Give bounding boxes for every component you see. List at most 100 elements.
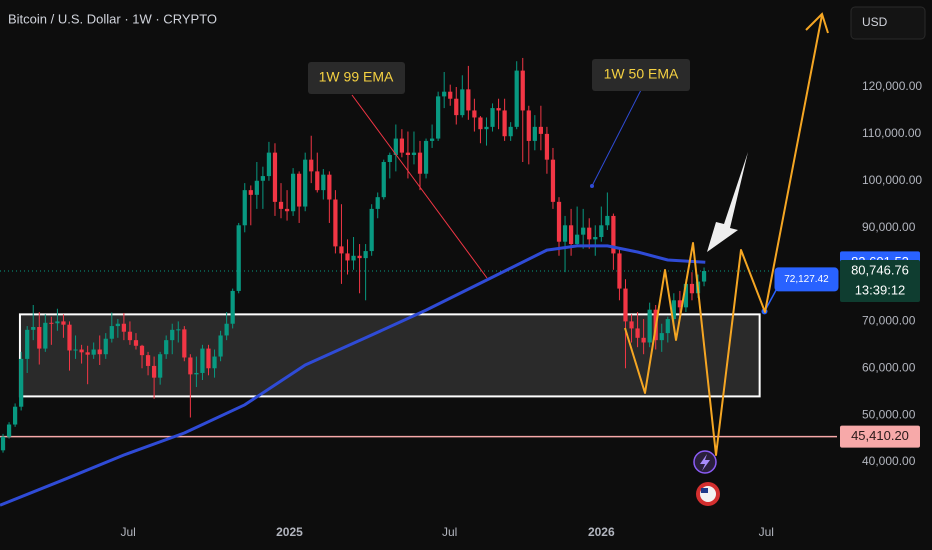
candle-body — [339, 246, 344, 254]
candle-body — [484, 126, 489, 130]
candle-body — [393, 138, 398, 155]
candle-body — [121, 323, 127, 332]
candle-body — [689, 283, 695, 294]
candle-body — [315, 171, 320, 191]
y-tick-label: 100,000.00 — [862, 173, 922, 187]
candle-body — [6, 424, 12, 437]
candle-body — [97, 349, 102, 355]
candle-body — [79, 349, 84, 353]
candle-body — [460, 89, 465, 116]
candle-body — [309, 159, 314, 172]
level-price-tag — [840, 425, 920, 448]
projection-path — [624, 14, 823, 456]
candle-body — [158, 354, 163, 378]
candle-body — [532, 126, 537, 141]
candle-body — [139, 345, 145, 356]
candle-body — [164, 340, 169, 355]
candle-body — [683, 283, 689, 308]
candle-body — [496, 108, 501, 111]
candle-body — [381, 162, 386, 198]
candle-body — [170, 329, 175, 341]
candle-body — [478, 117, 483, 130]
projection-arrowhead — [805, 12, 829, 34]
x-tick-label: Jul — [759, 525, 774, 539]
candle-body — [67, 324, 72, 351]
candle-body — [502, 110, 507, 137]
currency-button[interactable] — [850, 6, 926, 40]
candle-body — [405, 152, 411, 155]
y-tick-label: 90,000.00 — [862, 220, 916, 234]
x-tick-label: 2026 — [588, 525, 615, 539]
candle-body — [321, 174, 326, 191]
candle-body — [19, 358, 24, 407]
candle-body — [671, 300, 676, 320]
countdown-label: 13:39:12 — [855, 282, 906, 297]
candle-body — [272, 152, 278, 202]
candle-body — [127, 331, 133, 341]
candle-body — [236, 225, 241, 291]
candle-body — [369, 208, 374, 252]
candle-body — [188, 357, 193, 375]
event-icon-glyph — [701, 488, 708, 493]
x-tick-label: Jul — [120, 525, 135, 539]
candle-body — [448, 91, 453, 99]
candle-body — [212, 356, 217, 369]
candle-body — [599, 225, 604, 238]
y-tick-label: 110,000.00 — [862, 126, 921, 140]
candle-body — [109, 326, 114, 339]
candle-body — [49, 322, 54, 324]
y-tick-label: 40,000.00 — [862, 454, 916, 468]
chart-title: Bitcoin / U.S. Dollar · 1W · CRYPTO — [8, 11, 217, 26]
candle-body — [25, 329, 30, 359]
candle-body — [520, 70, 525, 111]
x-tick-label: Jul — [442, 525, 457, 539]
candle-body — [677, 300, 682, 308]
y-tick-label: 60,000.00 — [862, 360, 916, 374]
candle-body — [327, 174, 332, 200]
candle-body — [538, 126, 543, 134]
candle-body — [575, 234, 580, 245]
candle-body — [200, 348, 205, 373]
candle-body — [514, 70, 519, 127]
candle-body — [176, 329, 181, 331]
candle-body — [115, 323, 120, 327]
overlay-layer: 40,000.00 50,000.00 60,000.00 70,000.00 90,0… — [120, 79, 922, 539]
pointer-arrow — [707, 152, 748, 252]
candle-body — [629, 321, 634, 329]
candle-body — [526, 110, 531, 141]
candle-body — [617, 253, 622, 289]
candle-body — [151, 365, 157, 378]
x-tick-label: 2025 — [276, 525, 303, 539]
candle-body — [454, 98, 459, 116]
candle-body — [266, 152, 272, 177]
candle-body — [73, 349, 78, 351]
candle-body — [605, 215, 610, 226]
candle-body — [260, 176, 265, 181]
annotation-connector — [591, 89, 642, 187]
candle-body — [218, 335, 223, 357]
candle-body — [182, 329, 187, 358]
candle-body — [508, 126, 513, 137]
last-price-tag — [840, 260, 920, 303]
candle-body — [248, 190, 253, 195]
y-tick-label: 120,000.00 — [862, 79, 922, 93]
candle-body — [581, 227, 586, 235]
candle-body — [568, 225, 574, 245]
candle-body — [284, 208, 290, 212]
candle-body — [562, 225, 568, 242]
candle-body — [641, 337, 646, 343]
candle-body — [623, 288, 628, 322]
candle-body — [206, 348, 211, 369]
candle-body — [12, 406, 18, 425]
candle-body — [490, 108, 495, 127]
annotation-connector — [351, 94, 488, 279]
currency-button-label[interactable]: USD — [862, 15, 888, 29]
candle-body — [399, 138, 404, 153]
candle-body — [544, 133, 550, 160]
chart-layer — [0, 57, 837, 507]
candle-body — [665, 319, 670, 334]
candle-body — [593, 237, 598, 240]
candle-body — [278, 201, 284, 209]
candle-body — [145, 355, 151, 366]
